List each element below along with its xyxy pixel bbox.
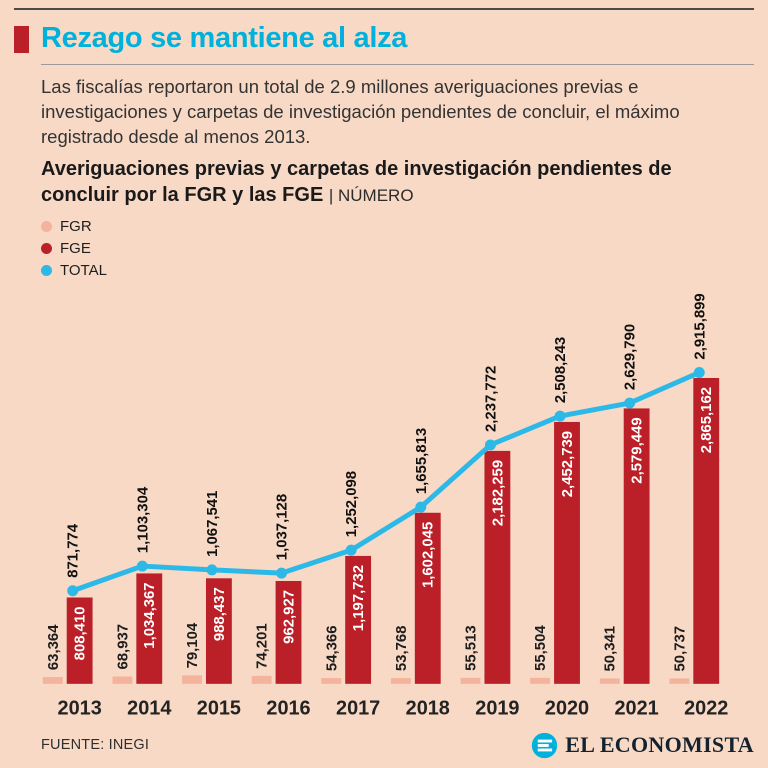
fge-value-label: 2,579,449	[630, 417, 646, 483]
x-axis-year-label: 2014	[127, 698, 171, 720]
fgr-bar	[390, 678, 411, 684]
chart: 63,364 808,410 2013 68,937 1,034,367 2014 79,1…	[42, 293, 728, 720]
fgr-bar	[599, 678, 620, 684]
fgr-value-label: 63,364	[46, 624, 62, 670]
fgr-bar	[460, 677, 481, 684]
fgr-value-label: 53,768	[394, 626, 410, 672]
brand-name: EL ECONOMISTA	[565, 732, 754, 758]
fge-bar	[205, 578, 232, 684]
fge-bar	[414, 512, 441, 684]
legend-item-fge: FGE	[41, 240, 754, 257]
x-axis-year-label: 2022	[684, 698, 728, 720]
brand-logo: EL ECONOMISTA	[531, 732, 754, 759]
total-value-label: 2,915,899	[692, 293, 708, 359]
fge-bar	[66, 597, 93, 684]
legend-dot	[41, 265, 52, 276]
legend-label: FGE	[60, 240, 91, 257]
legend-item-total: TOTAL	[41, 262, 754, 279]
footer: FUENTE: INEGI EL ECONOMISTA	[41, 732, 754, 759]
fge-bar	[484, 450, 511, 684]
total-value-label: 1,655,813	[414, 428, 430, 494]
fgr-value-label: 74,201	[255, 623, 271, 669]
fge-value-label: 808,410	[73, 606, 89, 660]
total-point	[624, 397, 636, 409]
fge-value-label: 962,927	[281, 590, 297, 644]
fge-bar	[693, 377, 720, 684]
fge-value-label: 1,034,367	[142, 582, 158, 648]
chart-heading-unit: | NÚMERO	[328, 186, 414, 205]
fgr-value-label: 68,937	[115, 624, 131, 670]
fgr-value-label: 55,504	[533, 625, 549, 671]
title-divider	[41, 64, 754, 65]
fge-bar	[623, 408, 650, 684]
x-axis-year-label: 2017	[336, 698, 380, 720]
total-point	[67, 585, 79, 597]
fgr-bar	[530, 677, 551, 684]
fgr-value-label: 50,737	[672, 626, 688, 672]
title-accent-bar	[14, 26, 29, 53]
total-point	[484, 439, 496, 451]
fgr-value-label: 79,104	[185, 622, 201, 668]
fgr-value-label: 55,513	[464, 625, 480, 671]
fgr-value-label: 50,341	[603, 626, 619, 672]
legend-dot	[41, 243, 52, 254]
x-axis-year-label: 2015	[197, 698, 241, 720]
total-value-label: 2,237,772	[483, 366, 499, 432]
total-value-label: 871,774	[66, 523, 82, 578]
x-axis-year-label: 2016	[266, 698, 310, 720]
total-point	[206, 564, 218, 576]
legend-item-fgr: FGR	[41, 218, 754, 235]
el-economista-logo-icon	[532, 732, 558, 758]
chart-legend: FGR FGE TOTAL	[41, 218, 754, 279]
fgr-bar	[669, 678, 690, 684]
legend-label: TOTAL	[60, 262, 107, 279]
total-value-label: 1,103,304	[135, 486, 151, 553]
fge-value-label: 2,865,162	[699, 387, 715, 453]
legend-label: FGR	[60, 218, 92, 235]
page-title: Rezago se mantiene al alza	[41, 22, 408, 54]
total-point	[554, 410, 566, 422]
fgr-bar	[321, 678, 342, 684]
fge-value-label: 2,452,739	[560, 431, 576, 497]
total-line	[70, 370, 702, 594]
total-value-label: 2,629,790	[623, 324, 639, 390]
total-point	[415, 501, 427, 513]
fge-value-label: 2,182,259	[490, 460, 506, 526]
x-axis-year-label: 2020	[545, 698, 589, 720]
total-point	[136, 560, 148, 572]
chart-heading: Averiguaciones previas y carpetas de inv…	[41, 156, 754, 209]
header: Rezago se mantiene al alza	[14, 22, 754, 55]
fgr-bar	[42, 677, 63, 684]
total-value-label: 1,037,128	[275, 494, 291, 560]
fgr-bar	[251, 675, 272, 684]
fgr-value-label: 54,366	[324, 626, 340, 672]
legend-dot	[41, 221, 52, 232]
fge-bar	[345, 555, 372, 684]
x-axis-year-label: 2019	[475, 698, 519, 720]
fge-value-label: 1,602,045	[421, 522, 437, 588]
fge-bar	[275, 580, 302, 684]
total-point	[693, 367, 705, 378]
fgr-bar	[182, 675, 202, 684]
total-point	[276, 567, 288, 579]
intro-text: Las fiscalías reportaron un total de 2.9…	[41, 76, 680, 147]
total-point	[345, 544, 357, 556]
fge-bar	[136, 573, 163, 684]
source-text: FUENTE: INEGI	[41, 737, 150, 754]
fge-value-label: 1,197,732	[351, 565, 367, 631]
fge-value-label: 988,437	[212, 587, 228, 641]
x-axis-year-label: 2018	[406, 698, 450, 720]
x-axis-year-label: 2021	[615, 698, 659, 720]
fgr-bar	[112, 676, 133, 684]
total-value-label: 2,508,243	[553, 337, 569, 403]
top-border-rule	[14, 8, 754, 10]
total-value-label: 1,252,098	[344, 471, 360, 537]
total-value-label: 1,067,541	[205, 491, 221, 557]
chart-heading-main: Averiguaciones previas y carpetas de inv…	[41, 158, 672, 206]
fge-bar	[554, 421, 580, 684]
x-axis-year-label: 2013	[58, 698, 102, 720]
